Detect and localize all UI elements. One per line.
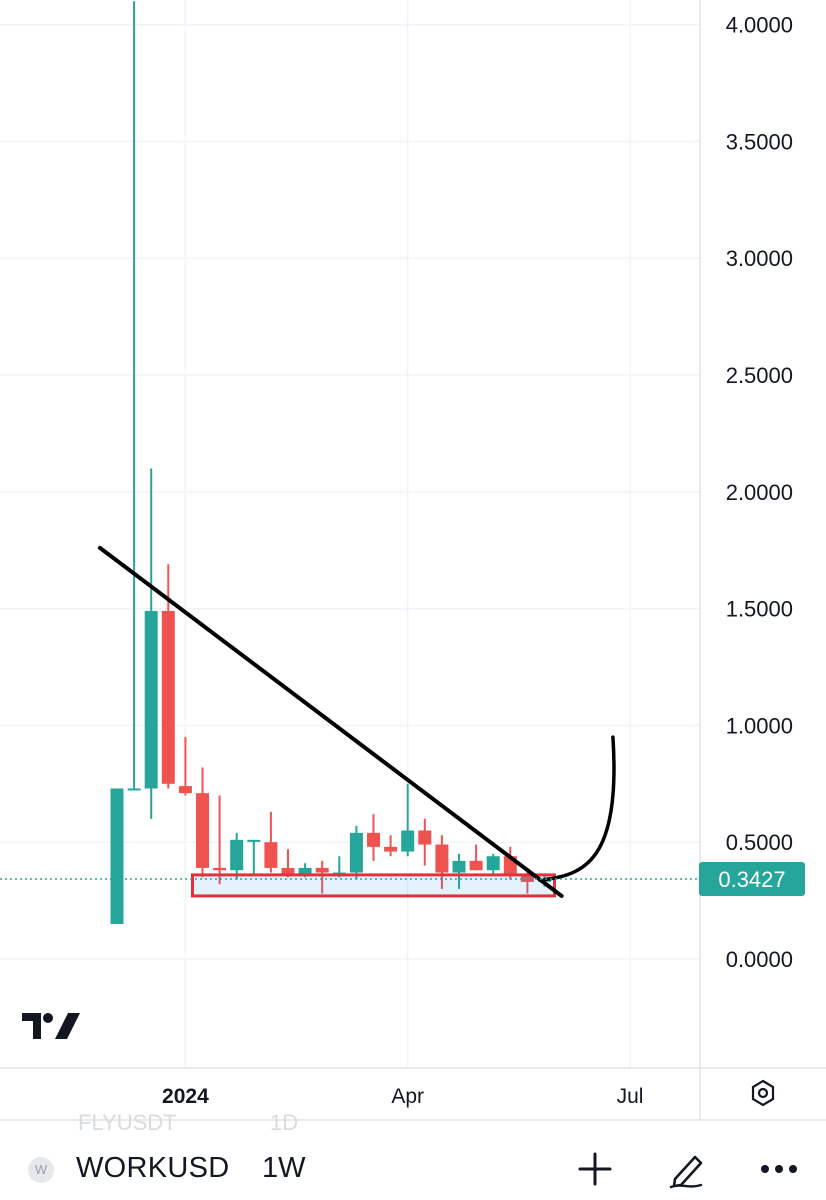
candle [349,825,363,880]
candle [264,811,278,873]
candle-body [486,856,500,871]
last-price-badge [699,861,805,896]
settings-hex-icon[interactable] [751,1079,775,1107]
candle [213,795,227,885]
bottom-toolbar: FLYUSDT 1D W WORKUSD 1W [0,1110,826,1200]
symbol-name[interactable]: WORKUSD [76,1152,230,1184]
y-tick-label: 3.5000 [726,129,793,154]
candle-body [349,832,363,873]
add-button[interactable] [572,1146,618,1192]
candle-body [196,793,209,868]
time-axis[interactable]: 2024 Apr Jul [162,1085,643,1108]
x-tick-label: Jul [617,1085,644,1108]
symbol-logo-icon[interactable]: W [28,1157,54,1183]
candle-body [384,846,398,852]
price-axis[interactable]: 4.0000 3.5000 3.0000 2.5000 2.0000 1.5000 1.00… [726,13,793,972]
projection-curve [542,735,616,882]
candle [144,468,158,819]
last-price-value: 0.3427 [718,867,785,892]
grid-lines [0,0,700,1068]
trendline [97,545,564,898]
draw-button[interactable] [664,1146,710,1192]
ghost-interval: 1D [270,1110,299,1135]
candle-body [110,788,124,924]
candle [469,844,483,871]
candle-body [435,844,449,873]
candle [315,860,329,894]
candle-body [161,610,175,784]
candle [178,737,192,796]
candle [127,1,141,791]
candle-body [144,610,158,789]
y-tick-label: 0.0000 [726,947,793,972]
candle [247,839,261,875]
ghost-symbol: FLYUSDT [78,1110,177,1135]
y-tick-label: 1.0000 [726,713,793,738]
candle-body [367,832,380,847]
candle-body [315,867,329,873]
candle-body [264,842,278,868]
draw-pen-icon [669,1155,703,1189]
candle-body [298,867,312,875]
x-tick-label: 2024 [162,1085,209,1108]
candle-body [281,867,295,875]
candle-body [520,874,534,882]
candle [230,832,244,880]
y-tick-label: 4.0000 [726,13,793,38]
more-button[interactable] [756,1146,802,1192]
candle-body [230,839,244,871]
last-price-tag: 0.3427 [0,861,805,896]
candle-body [469,860,483,871]
y-tick-label: 0.5000 [726,830,793,855]
candle-body [401,830,415,852]
candle [452,853,466,889]
tradingview-logo-icon [22,1013,80,1039]
plus-icon [578,1152,612,1186]
candle [384,835,398,857]
support-box [191,873,556,898]
candle-body [213,867,227,871]
candle [401,783,415,857]
candle-body [452,860,466,873]
x-tick-label: Apr [391,1085,424,1108]
chart-area[interactable]: 4.0000 3.5000 3.0000 2.5000 2.0000 1.5000 1.00… [0,0,826,1140]
y-tick-label: 2.0000 [726,480,793,505]
candle-body [418,830,432,845]
y-tick-label: 3.0000 [726,246,793,271]
candle [110,788,124,924]
candle [196,767,209,878]
interval-button[interactable]: 1W [262,1152,306,1184]
candle [486,853,500,875]
candle [435,835,449,889]
candle [281,849,295,878]
candle-body [127,788,141,791]
axes [0,0,826,1121]
y-tick-label: 2.5000 [726,363,793,388]
candles [110,1,551,924]
candle [418,818,432,866]
more-icon [761,1165,797,1173]
candle-body [178,786,192,794]
y-tick-label: 1.5000 [726,597,793,622]
candle-body [247,839,261,842]
user-drawings[interactable] [97,545,616,898]
candle [367,814,380,861]
